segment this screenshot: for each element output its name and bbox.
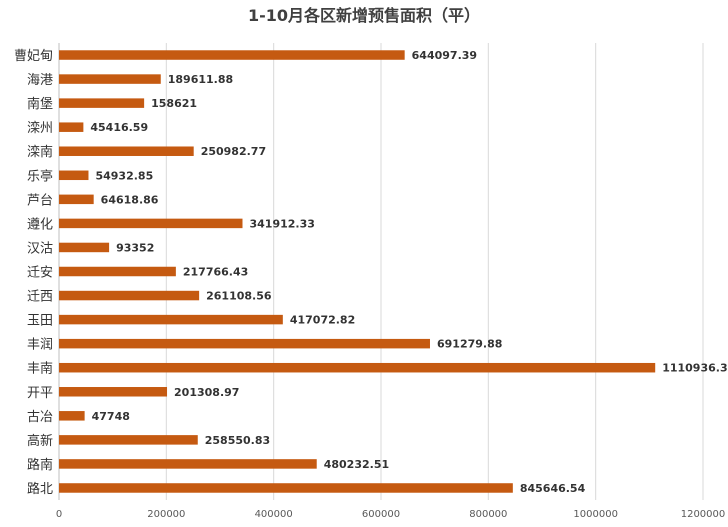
data-label: 189611.88 — [168, 73, 233, 86]
category-label: 汉沽 — [27, 241, 53, 256]
category-label: 海港 — [27, 73, 53, 88]
x-tick-label: 400000 — [255, 509, 293, 520]
data-label: 54932.85 — [95, 169, 153, 182]
category-label: 迁西 — [27, 290, 53, 305]
data-label: 217766.43 — [183, 266, 248, 279]
x-tick-label: 1000000 — [573, 509, 618, 520]
category-label: 高新 — [27, 433, 53, 449]
bar — [59, 314, 283, 325]
chart-title: 1-10月各区新增预售面积（平） — [248, 6, 480, 25]
bar — [59, 194, 94, 205]
category-label: 遵化 — [27, 216, 53, 232]
bar — [59, 122, 84, 132]
data-label: 261108.56 — [206, 290, 272, 303]
category-label: 丰南 — [27, 361, 53, 377]
category-label: 南堡 — [27, 96, 53, 112]
bar — [59, 483, 513, 493]
bar — [59, 266, 176, 277]
gridlines — [58, 43, 704, 500]
bar — [59, 146, 194, 156]
bar — [59, 338, 430, 349]
category-label: 开平 — [27, 386, 53, 401]
category-label: 玉田 — [27, 314, 53, 329]
x-tick-label: 200000 — [147, 509, 185, 520]
category-label: 路南 — [27, 457, 53, 473]
data-label: 93352 — [116, 241, 154, 254]
data-label: 691279.88 — [437, 338, 502, 351]
bars: 曹妃甸 644097.39 海港 189611.88 南堡 158621 滦州 45416.5… — [14, 49, 728, 497]
data-label: 1110936.35 — [662, 362, 728, 375]
data-label: 45416.59 — [90, 121, 148, 134]
bar — [59, 98, 145, 108]
bar — [59, 74, 161, 84]
category-label: 芦台 — [27, 193, 53, 208]
bar — [59, 362, 656, 373]
data-label: 201308.97 — [174, 386, 239, 399]
bar — [59, 218, 243, 229]
data-label: 47748 — [92, 410, 130, 423]
category-label: 滦南 — [27, 144, 53, 160]
category-label: 路北 — [27, 481, 53, 497]
data-label: 417072.82 — [290, 314, 355, 327]
bar — [59, 290, 200, 301]
bar — [59, 411, 85, 421]
category-label: 乐亭 — [27, 168, 53, 184]
category-label: 丰润 — [27, 338, 53, 353]
bar — [59, 50, 405, 60]
bar — [59, 435, 198, 445]
data-label: 480232.51 — [324, 458, 389, 471]
category-label: 迁安 — [27, 266, 53, 281]
data-label: 845646.54 — [520, 482, 586, 495]
x-axis-ticks: 0 200000 400000 600000 800000 1000000 1200000 — [56, 509, 725, 520]
data-label: 158621 — [151, 97, 197, 110]
data-label: 250982.77 — [201, 145, 266, 158]
data-label: 64618.86 — [101, 193, 159, 206]
category-label: 古冶 — [27, 410, 53, 425]
data-label: 644097.39 — [412, 49, 477, 62]
bar — [59, 459, 317, 469]
bar — [59, 170, 89, 181]
data-label: 258550.83 — [205, 434, 270, 447]
x-tick-label: 0 — [56, 509, 62, 520]
bar — [59, 242, 110, 253]
x-tick-label: 800000 — [469, 509, 507, 520]
category-label: 滦州 — [27, 120, 53, 136]
bar — [59, 387, 168, 397]
x-tick-label: 600000 — [362, 509, 400, 520]
x-tick-label: 1200000 — [681, 509, 726, 520]
data-label: 341912.33 — [249, 217, 314, 230]
category-label: 曹妃甸 — [14, 49, 53, 64]
